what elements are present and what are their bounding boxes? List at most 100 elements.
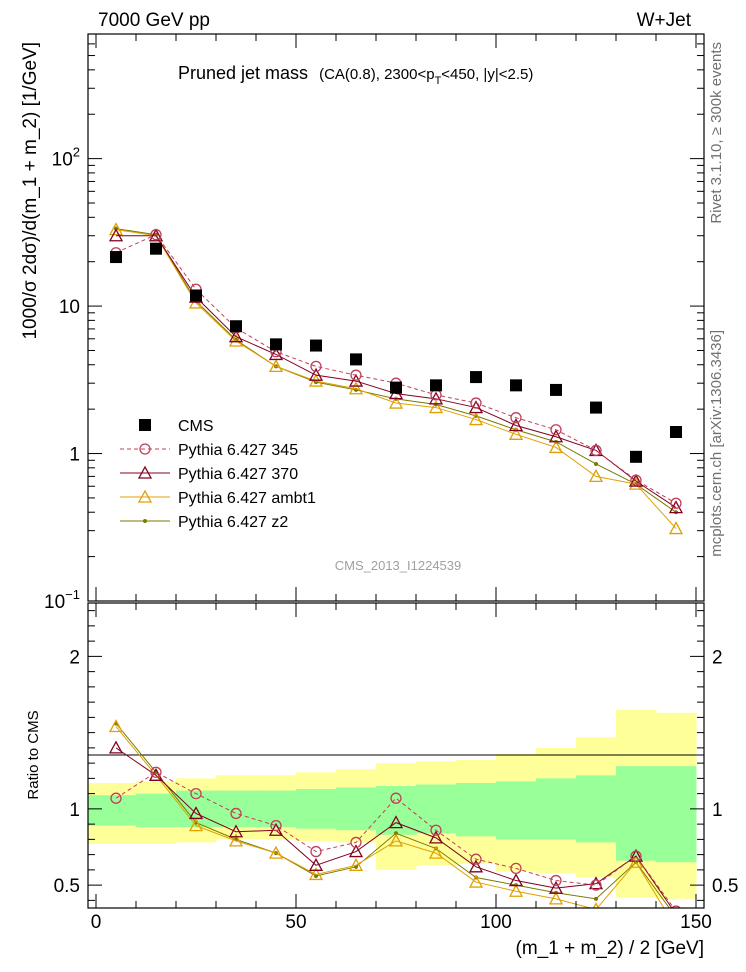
pythia-6-427-345-point: [350, 369, 362, 381]
ratio-pythia-6-427-345-point: [671, 905, 681, 908]
xtick-label: 150: [680, 912, 712, 933]
pythia-6-427-ambt1-point: [388, 395, 404, 409]
xtick-label: 100: [480, 912, 512, 933]
legend-pythia-6-427-345-point: [139, 443, 151, 455]
ratio-band-inner: [336, 787, 377, 831]
legend-label: Pythia 6.427 345: [178, 442, 298, 459]
ratio-pythia-6-427-370-point: [468, 859, 484, 873]
legend-item-pythia-6-427-z2: Pythia 6.427 z2: [120, 514, 288, 531]
series-line: [115, 234, 677, 504]
pythia-6-427-370-point: [508, 418, 524, 432]
ratio-pythia-6-427-ambt1-point: [388, 833, 404, 847]
main-frame: [87, 33, 705, 602]
ratio-pythia-6-427-ambt1-point: [468, 874, 484, 888]
plot-title-sub: T: [435, 75, 442, 87]
legend-pythia-6-427-ambt1-point: [137, 489, 153, 503]
plot-title-detail: (CA(0.8), 2300<p: [319, 66, 434, 83]
ratio-pythia-6-427-345-point: [310, 845, 322, 858]
plot-title-main: Pruned jet mass: [178, 63, 308, 83]
ratio-pythia-6-427-370-point: [228, 824, 244, 838]
cms-point: [390, 381, 402, 394]
ratio-pythia-6-427-345-point: [590, 879, 602, 891]
pythia-6-427-ambt1-point: [108, 222, 124, 236]
ratio-pythia-6-427-370-point: [508, 873, 524, 887]
ratio-ytick-label: 2: [69, 647, 80, 668]
ratio-pythia-6-427-370-point: [428, 830, 444, 844]
ratio-band-inner: [296, 789, 337, 829]
ratio-pythia-6-427-ambt1-point: [228, 833, 244, 847]
pythia-6-427-ambt1-point: [348, 381, 364, 395]
pythia-6-427-370-point: [628, 473, 644, 487]
ratio-pythia-6-427-ambt1-point: [268, 845, 284, 859]
xtick-label: 0: [91, 912, 102, 933]
mcplots-text: mcplots.cern.ch [arXiv:1306.3436]: [708, 330, 725, 557]
cms-point: [270, 338, 282, 351]
ratio-pythia-6-427-ambt1-point: [308, 867, 324, 881]
ratio-band-inner: [576, 775, 617, 843]
ratio-ytick-label: 1: [69, 800, 80, 821]
ratio-pythia-6-427-345-point: [470, 853, 482, 865]
ratio-band-inner: [456, 782, 497, 837]
pythia-6-427-ambt1-point: [428, 400, 444, 414]
legend-item-cms: CMS: [139, 418, 214, 435]
legend-label: Pythia 6.427 z2: [178, 514, 288, 531]
ratio-band-inner: [536, 778, 577, 840]
ratio-pythia-6-427-370-point: [548, 880, 564, 894]
ratio-pythia-6-427-z2-point: [674, 915, 678, 919]
legend-cms-point: [139, 419, 151, 431]
pythia-6-427-z2-point: [594, 461, 598, 466]
legend-pythia-6-427-z2-point: [143, 519, 147, 523]
ratio-pythia-6-427-345-point: [270, 820, 282, 832]
pythia-6-427-345-point: [550, 424, 562, 436]
pythia-6-427-345-point: [510, 412, 522, 424]
pythia-6-427-345-point: [310, 360, 322, 373]
header-left: 7000 GeV pp: [98, 10, 210, 31]
cms-point: [310, 339, 322, 352]
ratio-band-inner: [376, 786, 417, 835]
ratio-pythia-6-427-345-point: [430, 824, 442, 836]
ratio-band-inner: [616, 766, 657, 861]
ratio-pythia-6-427-z2-point: [594, 896, 598, 901]
pythia-6-427-370-point: [348, 373, 364, 387]
ratio-ytick-label-right: 1: [712, 800, 723, 821]
rivet-text: Rivet 3.1.10, ≥ 300k events: [708, 42, 725, 224]
pythia-6-427-370-point: [228, 329, 244, 343]
pythia-6-427-345-point: [630, 474, 642, 486]
pythia-6-427-345-point: [470, 397, 482, 409]
ratio-pythia-6-427-345-point: [390, 792, 402, 804]
ratio-band-inner: [136, 793, 177, 828]
ratio-line: [115, 726, 665, 908]
ratio-pythia-6-427-370-point: [188, 806, 204, 820]
ratio-ytick-label-right: 2: [712, 647, 723, 668]
ratio-pythia-6-427-ambt1-point: [548, 891, 564, 905]
ratio-pythia-6-427-ambt1-point: [428, 845, 444, 859]
cms-point: [670, 425, 682, 438]
pythia-6-427-z2-point: [234, 337, 238, 342]
main-ytick-label: 102: [52, 145, 80, 171]
legend-item-pythia-6-427-345: Pythia 6.427 345: [120, 442, 298, 459]
pythia-6-427-ambt1-point: [668, 521, 684, 535]
ratio-pythia-6-427-345-point: [510, 862, 522, 874]
ratio-ytick-label: 0.5: [54, 876, 80, 897]
legend-label: Pythia 6.427 370: [178, 466, 298, 483]
ratio-line: [115, 771, 675, 908]
ratio-pythia-6-427-370-point: [108, 740, 124, 754]
ratio-pythia-6-427-345-point: [150, 766, 162, 778]
ratio-pythia-6-427-345-point: [190, 787, 202, 800]
header-right: W+Jet: [637, 10, 692, 31]
pythia-6-427-345-point: [670, 497, 682, 509]
ratio-frame: [87, 602, 705, 909]
pythia-6-427-ambt1-point: [228, 333, 244, 347]
ratio-pythia-6-427-370-point: [348, 844, 364, 858]
ratio-pythia-6-427-370-point: [308, 857, 324, 871]
main-ytick-label: 10−1: [44, 587, 80, 613]
main-ylabel: 1000/σ 2dσ)/d(m_1 + m_2) [1/GeV]: [20, 42, 41, 340]
cms-point: [630, 450, 642, 463]
pythia-6-427-ambt1-point: [548, 440, 564, 454]
pythia-6-427-345-point: [150, 229, 162, 241]
cms-point: [150, 242, 162, 255]
pythia-6-427-ambt1-point: [268, 359, 284, 373]
main-ytick-label: 1: [69, 445, 80, 466]
ratio-band-inner: [88, 795, 137, 826]
ratio-pythia-6-427-ambt1-point: [508, 883, 524, 897]
